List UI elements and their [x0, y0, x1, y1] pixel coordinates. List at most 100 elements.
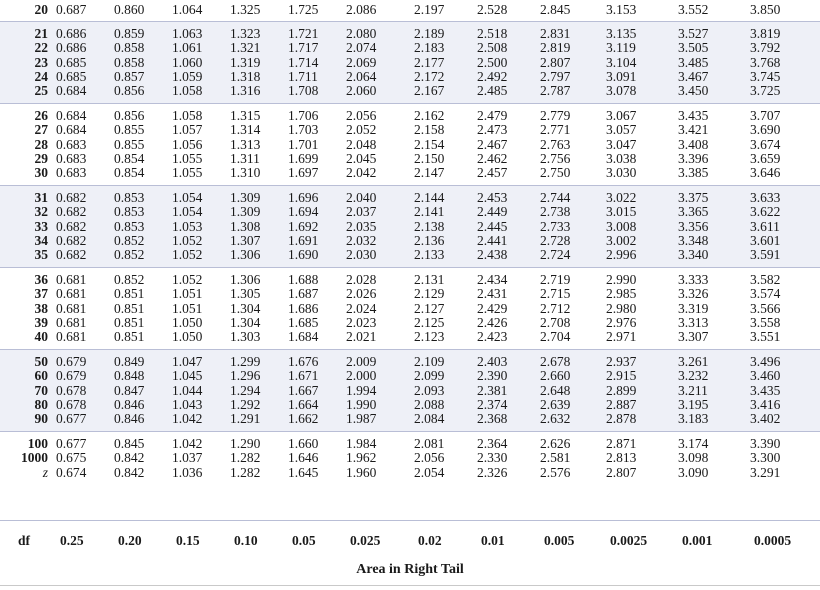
value-cell: 0.853 0.853 0.853 0.852 0.852 [114, 185, 172, 268]
value-cell: 2.453 2.449 2.445 2.441 2.438 [477, 185, 540, 268]
value-cell: 3.067 3.057 3.047 3.038 3.030 [606, 103, 678, 186]
critical-value: 3.135 [606, 26, 637, 42]
critical-value: 1.291 [230, 411, 261, 427]
critical-value: 2.172 [414, 68, 445, 84]
critical-value: 1.714 [288, 54, 319, 70]
value-cell: 2.086 [346, 0, 414, 22]
critical-value: 2.000 [346, 368, 377, 384]
critical-value: 3.022 [606, 190, 637, 206]
tail-area-header: 0.0025 [610, 533, 648, 548]
critical-value: 1.690 [288, 247, 319, 263]
value-cell: 3.390 3.300 3.291 [750, 431, 820, 485]
df-value: 26 [34, 108, 49, 124]
critical-value: 2.364 [477, 436, 508, 452]
critical-value: 0.675 [56, 450, 87, 466]
critical-value: 0.853 [114, 204, 145, 220]
critical-value: 3.104 [606, 54, 637, 70]
value-cell: 2.131 2.129 2.127 2.125 2.123 [414, 267, 477, 350]
critical-value: 1.057 [172, 122, 203, 138]
critical-value: 2.626 [540, 436, 571, 452]
critical-value: 3.402 [750, 411, 781, 427]
value-cell: 1.042 1.037 1.036 [172, 431, 230, 485]
critical-value: 1.059 [172, 68, 203, 84]
critical-value: 0.842 [114, 464, 145, 480]
critical-value: 1.047 [172, 354, 203, 370]
critical-value: 1.671 [288, 368, 319, 384]
critical-value: 3.211 [678, 382, 708, 398]
tail-area-header: 0.15 [176, 533, 200, 548]
critical-value: 3.601 [750, 232, 781, 248]
critical-value: 1.313 [230, 136, 261, 152]
critical-value: 2.009 [346, 354, 377, 370]
value-cell: 2.831 2.819 2.807 2.797 2.787 [540, 21, 606, 104]
critical-value: 1.304 [230, 300, 261, 316]
critical-value: 0.851 [114, 329, 145, 345]
critical-value: 2.150 [414, 150, 445, 166]
critical-value: 0.686 [56, 40, 87, 56]
critical-value: 0.855 [114, 122, 145, 138]
critical-value: 1.058 [172, 108, 203, 124]
critical-value: 2.374 [477, 396, 508, 412]
critical-value: 3.340 [678, 247, 709, 263]
critical-value: 2.445 [477, 218, 508, 234]
df-value: 27 [34, 122, 49, 138]
critical-value: 2.023 [346, 314, 377, 330]
value-cell: 1.696 1.694 1.692 1.691 1.690 [288, 185, 346, 268]
critical-value: 2.915 [606, 368, 637, 384]
critical-value: 2.403 [477, 354, 508, 370]
critical-value: 2.037 [346, 204, 377, 220]
critical-value: 2.167 [414, 83, 445, 99]
value-cell: 1.309 1.309 1.308 1.307 1.306 [230, 185, 288, 268]
critical-value: 0.856 [114, 108, 145, 124]
critical-value: 3.333 [678, 272, 709, 288]
critical-value: 1.304 [230, 314, 261, 330]
critical-value: 3.183 [678, 411, 709, 427]
critical-value: 3.300 [750, 450, 781, 466]
critical-value: 3.496 [750, 354, 781, 370]
df-value: 40 [34, 329, 49, 345]
value-cell: 3.552 [678, 0, 750, 22]
critical-value: 1.692 [288, 218, 319, 234]
critical-value: 2.937 [606, 354, 637, 370]
critical-value: 1.319 [230, 54, 261, 70]
tail-area-header: 0.25 [60, 533, 84, 548]
critical-value: 1.687 [288, 286, 319, 302]
df-value: 22 [34, 40, 49, 56]
critical-value: 3.008 [606, 218, 637, 234]
critical-value: 2.639 [540, 396, 571, 412]
critical-value: 3.307 [678, 329, 709, 345]
critical-value: 2.971 [606, 329, 637, 345]
critical-value: 0.853 [114, 218, 145, 234]
critical-value: 3.232 [678, 368, 709, 384]
critical-value: 3.390 [750, 436, 781, 452]
critical-value: 1.646 [288, 450, 319, 466]
critical-value: 0.853 [114, 190, 145, 206]
critical-value: 1.043 [172, 396, 203, 412]
value-cell: 3.135 3.119 3.104 3.091 3.078 [606, 21, 678, 104]
value-cell: 2.144 2.141 2.138 2.136 2.133 [414, 185, 477, 268]
critical-value: 3.745 [750, 68, 781, 84]
critical-value: 2.032 [346, 232, 377, 248]
critical-value: 1.645 [288, 464, 319, 480]
value-cell: 0.859 0.858 0.858 0.857 0.856 [114, 21, 172, 104]
critical-value: 1.294 [230, 382, 261, 398]
value-cell: 2.009 2.000 1.994 1.990 1.987 [346, 349, 414, 432]
tail-area-header: 0.02 [418, 533, 442, 548]
critical-value: 3.558 [750, 314, 781, 330]
critical-value: 3.416 [750, 396, 781, 412]
df-value: z [42, 464, 48, 480]
critical-value: 2.449 [477, 204, 508, 220]
critical-value: 0.858 [114, 40, 145, 56]
critical-value: 0.674 [56, 464, 87, 480]
critical-value: 2.976 [606, 314, 637, 330]
critical-value: 2.426 [477, 314, 508, 330]
df-value: 90 [34, 411, 49, 427]
critical-value: 0.682 [56, 204, 87, 220]
critical-value: 2.467 [477, 136, 508, 152]
critical-value: 2.581 [540, 450, 571, 466]
value-cell: 3.022 3.015 3.008 3.002 2.996 [606, 185, 678, 268]
critical-value: 1.962 [346, 450, 377, 466]
critical-value: 0.849 [114, 354, 145, 370]
critical-value: 2.756 [540, 150, 571, 166]
critical-value: 2.093 [414, 382, 445, 398]
